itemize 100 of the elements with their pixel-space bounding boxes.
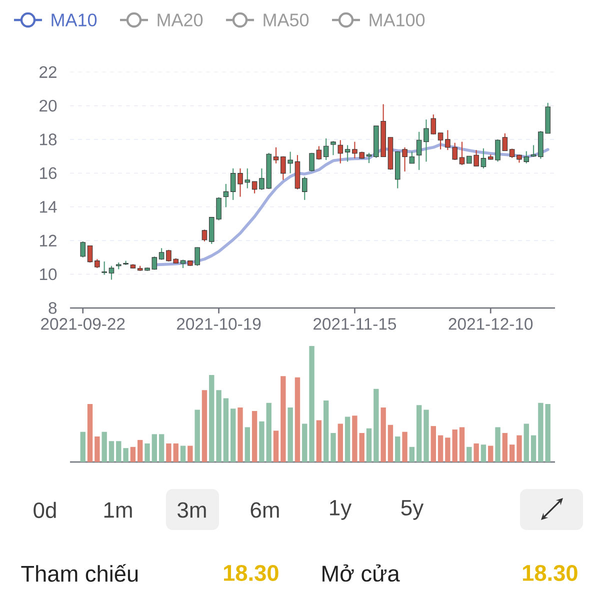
bar	[144, 443, 150, 462]
candlestick	[252, 181, 258, 194]
bar	[259, 421, 264, 462]
text: MA100	[370, 14, 425, 26]
bar	[294, 377, 300, 462]
bar	[280, 376, 286, 462]
bar	[524, 424, 529, 462]
candlestick	[87, 245, 93, 264]
bar	[173, 443, 178, 462]
bar	[502, 432, 508, 462]
bar	[209, 375, 214, 462]
text: 1y	[330, 500, 352, 520]
candlestick	[273, 146, 279, 164]
candlestick	[323, 138, 329, 161]
text: MA20	[158, 14, 203, 26]
bar	[123, 448, 128, 462]
bar	[452, 430, 458, 462]
candlestick	[316, 146, 322, 160]
bar	[238, 407, 243, 462]
bar	[273, 430, 279, 462]
text: Mở cửa	[322, 564, 400, 582]
bar	[202, 390, 208, 462]
y-tick-label: 10	[40, 268, 57, 280]
text: MA10	[52, 14, 97, 26]
bar	[344, 416, 350, 462]
text: 3m	[178, 502, 206, 518]
bar	[309, 346, 314, 462]
bar	[158, 434, 164, 462]
text: MA50	[264, 14, 309, 26]
bar	[230, 408, 236, 462]
bar	[488, 446, 494, 462]
bar	[288, 407, 293, 462]
bar	[409, 446, 415, 462]
bar	[316, 420, 322, 462]
candlestick	[330, 140, 336, 156]
bar	[108, 441, 114, 462]
bar	[180, 446, 186, 462]
bar	[302, 424, 308, 462]
bar	[388, 424, 394, 462]
candlestick	[302, 176, 308, 200]
bar	[130, 446, 136, 462]
bar	[116, 441, 122, 462]
y-tick-label: 8	[48, 302, 57, 314]
text: 6m	[250, 502, 279, 518]
bar	[495, 427, 500, 462]
y-tick-label: 16	[40, 167, 57, 180]
bar	[438, 435, 444, 462]
bar	[395, 436, 400, 462]
bar	[323, 400, 329, 462]
candlestick	[223, 183, 229, 208]
bar	[216, 390, 222, 462]
bar	[530, 435, 536, 462]
bar	[338, 424, 343, 462]
text: 1m	[104, 502, 132, 518]
bar	[87, 404, 93, 462]
candlestick	[202, 229, 208, 242]
bar	[138, 440, 143, 462]
text: 5y	[401, 500, 424, 520]
candlestick	[80, 240, 86, 258]
candlestick	[459, 141, 465, 166]
bar	[330, 432, 336, 462]
text: 18.30	[522, 564, 578, 582]
bar	[480, 444, 486, 462]
bar	[102, 432, 107, 462]
candlestick	[438, 132, 444, 150]
candlestick	[344, 144, 350, 162]
x-tick-label: 2021-10-19	[177, 318, 261, 330]
bar	[194, 410, 200, 462]
bar	[188, 446, 193, 462]
candlestick	[309, 152, 314, 172]
bar	[266, 402, 272, 462]
bar	[252, 410, 258, 462]
bar	[244, 427, 250, 462]
bar	[223, 398, 229, 462]
y-tick-label: 18	[40, 134, 57, 146]
bar	[359, 432, 364, 462]
bar	[366, 428, 372, 462]
y-tick-label: 14	[40, 201, 57, 213]
y-tick-label: 22	[40, 66, 56, 78]
candlestick	[102, 260, 107, 276]
text: Tham chiếu	[21, 564, 138, 582]
bar	[416, 405, 422, 462]
bar	[430, 426, 436, 462]
bar	[380, 407, 386, 462]
bar	[424, 410, 429, 462]
bar	[516, 435, 522, 462]
bar	[352, 416, 358, 462]
bar	[374, 388, 379, 462]
text: 0d	[34, 502, 56, 518]
bar	[445, 438, 450, 462]
y-tick-label: 20	[40, 100, 57, 112]
bar	[166, 443, 172, 462]
x-tick-label: 2021-11-15	[314, 318, 396, 330]
candlestick	[158, 248, 164, 260]
bar	[402, 432, 408, 462]
candlestick	[338, 140, 344, 164]
bar	[509, 444, 515, 462]
x-tick-label: 2021-12-10	[448, 318, 533, 330]
candlestick	[480, 148, 486, 169]
bar	[459, 427, 465, 462]
